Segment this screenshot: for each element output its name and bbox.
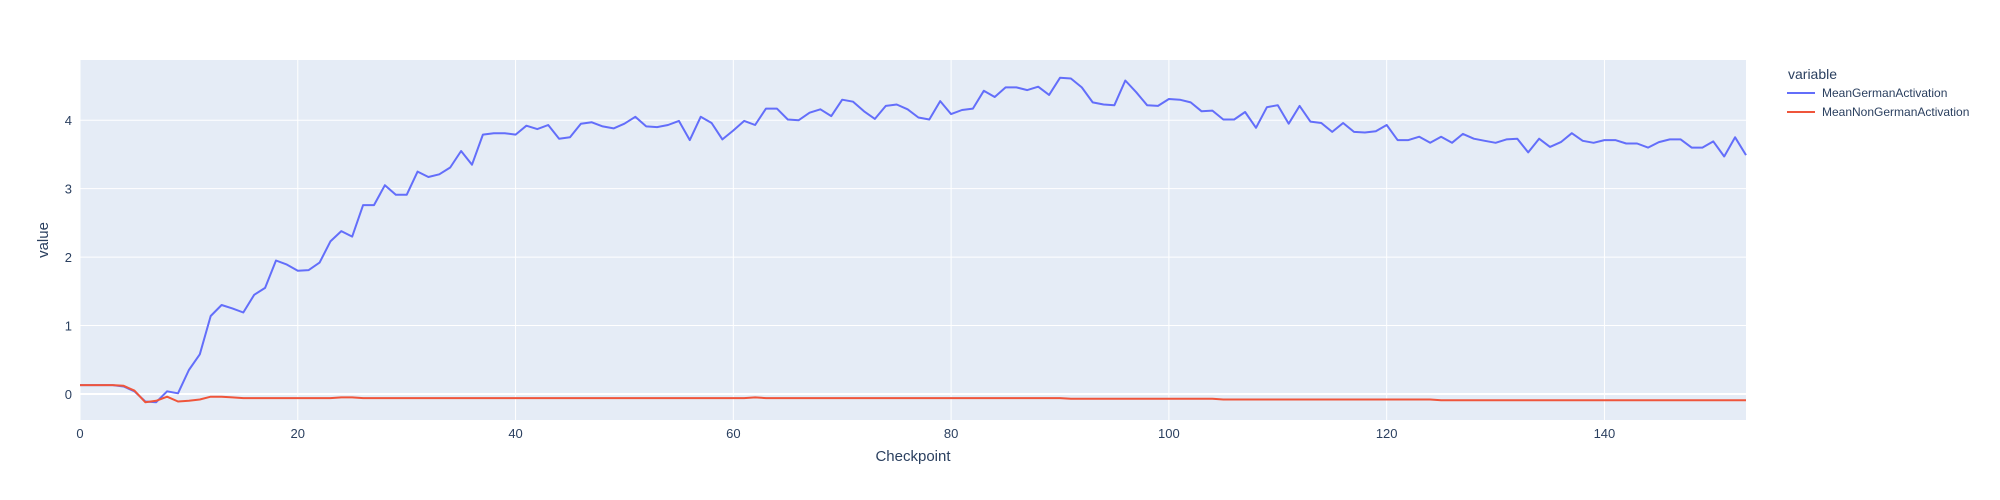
y-tick-label: 2 bbox=[65, 250, 72, 265]
x-tick-label: 20 bbox=[291, 426, 305, 441]
legend-title: variable bbox=[1788, 66, 1837, 82]
legend-label-0: MeanGermanActivation bbox=[1822, 86, 1947, 100]
legend-item-0[interactable]: MeanGermanActivation bbox=[1787, 86, 1947, 100]
series-line-0 bbox=[80, 76, 1747, 404]
x-tick-label: 100 bbox=[1158, 426, 1180, 441]
series-line-1 bbox=[80, 384, 1746, 404]
x-axis-title: Checkpoint bbox=[875, 448, 951, 465]
legend-label-1: MeanNonGermanActivation bbox=[1822, 105, 1969, 119]
y-axis-title: value bbox=[35, 222, 52, 258]
series-lines bbox=[80, 76, 1747, 404]
y-tick-label: 1 bbox=[65, 319, 72, 334]
x-tick-label: 0 bbox=[76, 426, 83, 441]
legend: variable MeanGermanActivation MeanNonGer… bbox=[1787, 66, 1969, 119]
x-tick-label: 120 bbox=[1376, 426, 1398, 441]
x-tick-label: 60 bbox=[726, 426, 740, 441]
y-tick-label: 3 bbox=[65, 182, 72, 197]
x-tick-label: 80 bbox=[944, 426, 958, 441]
y-tick-label: 0 bbox=[65, 387, 72, 402]
legend-item-1[interactable]: MeanNonGermanActivation bbox=[1787, 105, 1969, 119]
x-tick-label: 140 bbox=[1594, 426, 1616, 441]
y-tick-labels: 0 1 2 3 4 bbox=[65, 113, 72, 402]
x-tick-labels: 0 20 40 60 80 100 120 140 bbox=[76, 426, 1615, 441]
y-tick-label: 4 bbox=[65, 113, 72, 128]
grid-lines bbox=[79, 60, 1746, 420]
x-tick-label: 40 bbox=[508, 426, 522, 441]
